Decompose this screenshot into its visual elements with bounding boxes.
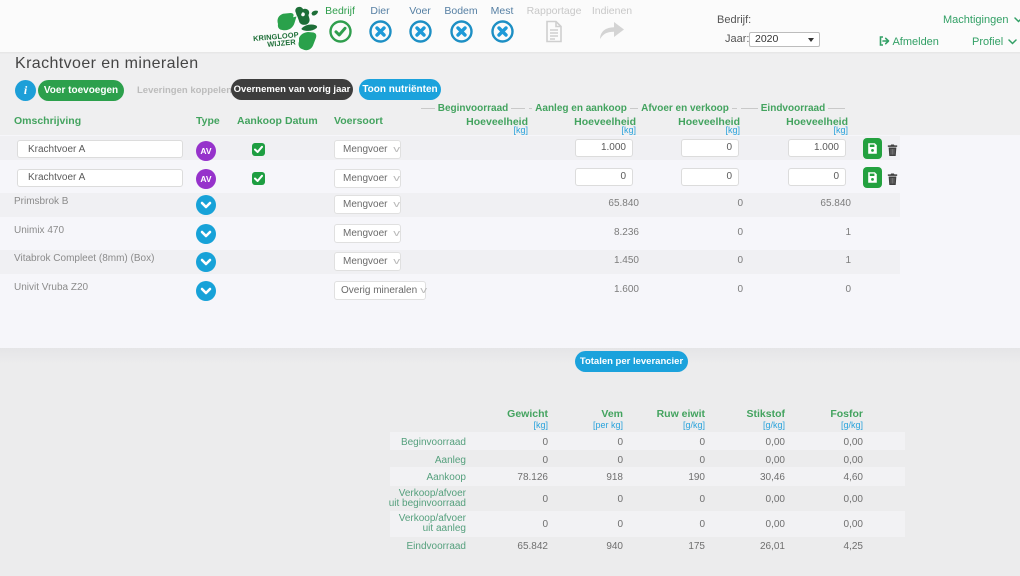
svg-text:KRINGLOOP: KRINGLOOP bbox=[253, 30, 299, 43]
svg-text:WIJZER: WIJZER bbox=[267, 37, 297, 49]
